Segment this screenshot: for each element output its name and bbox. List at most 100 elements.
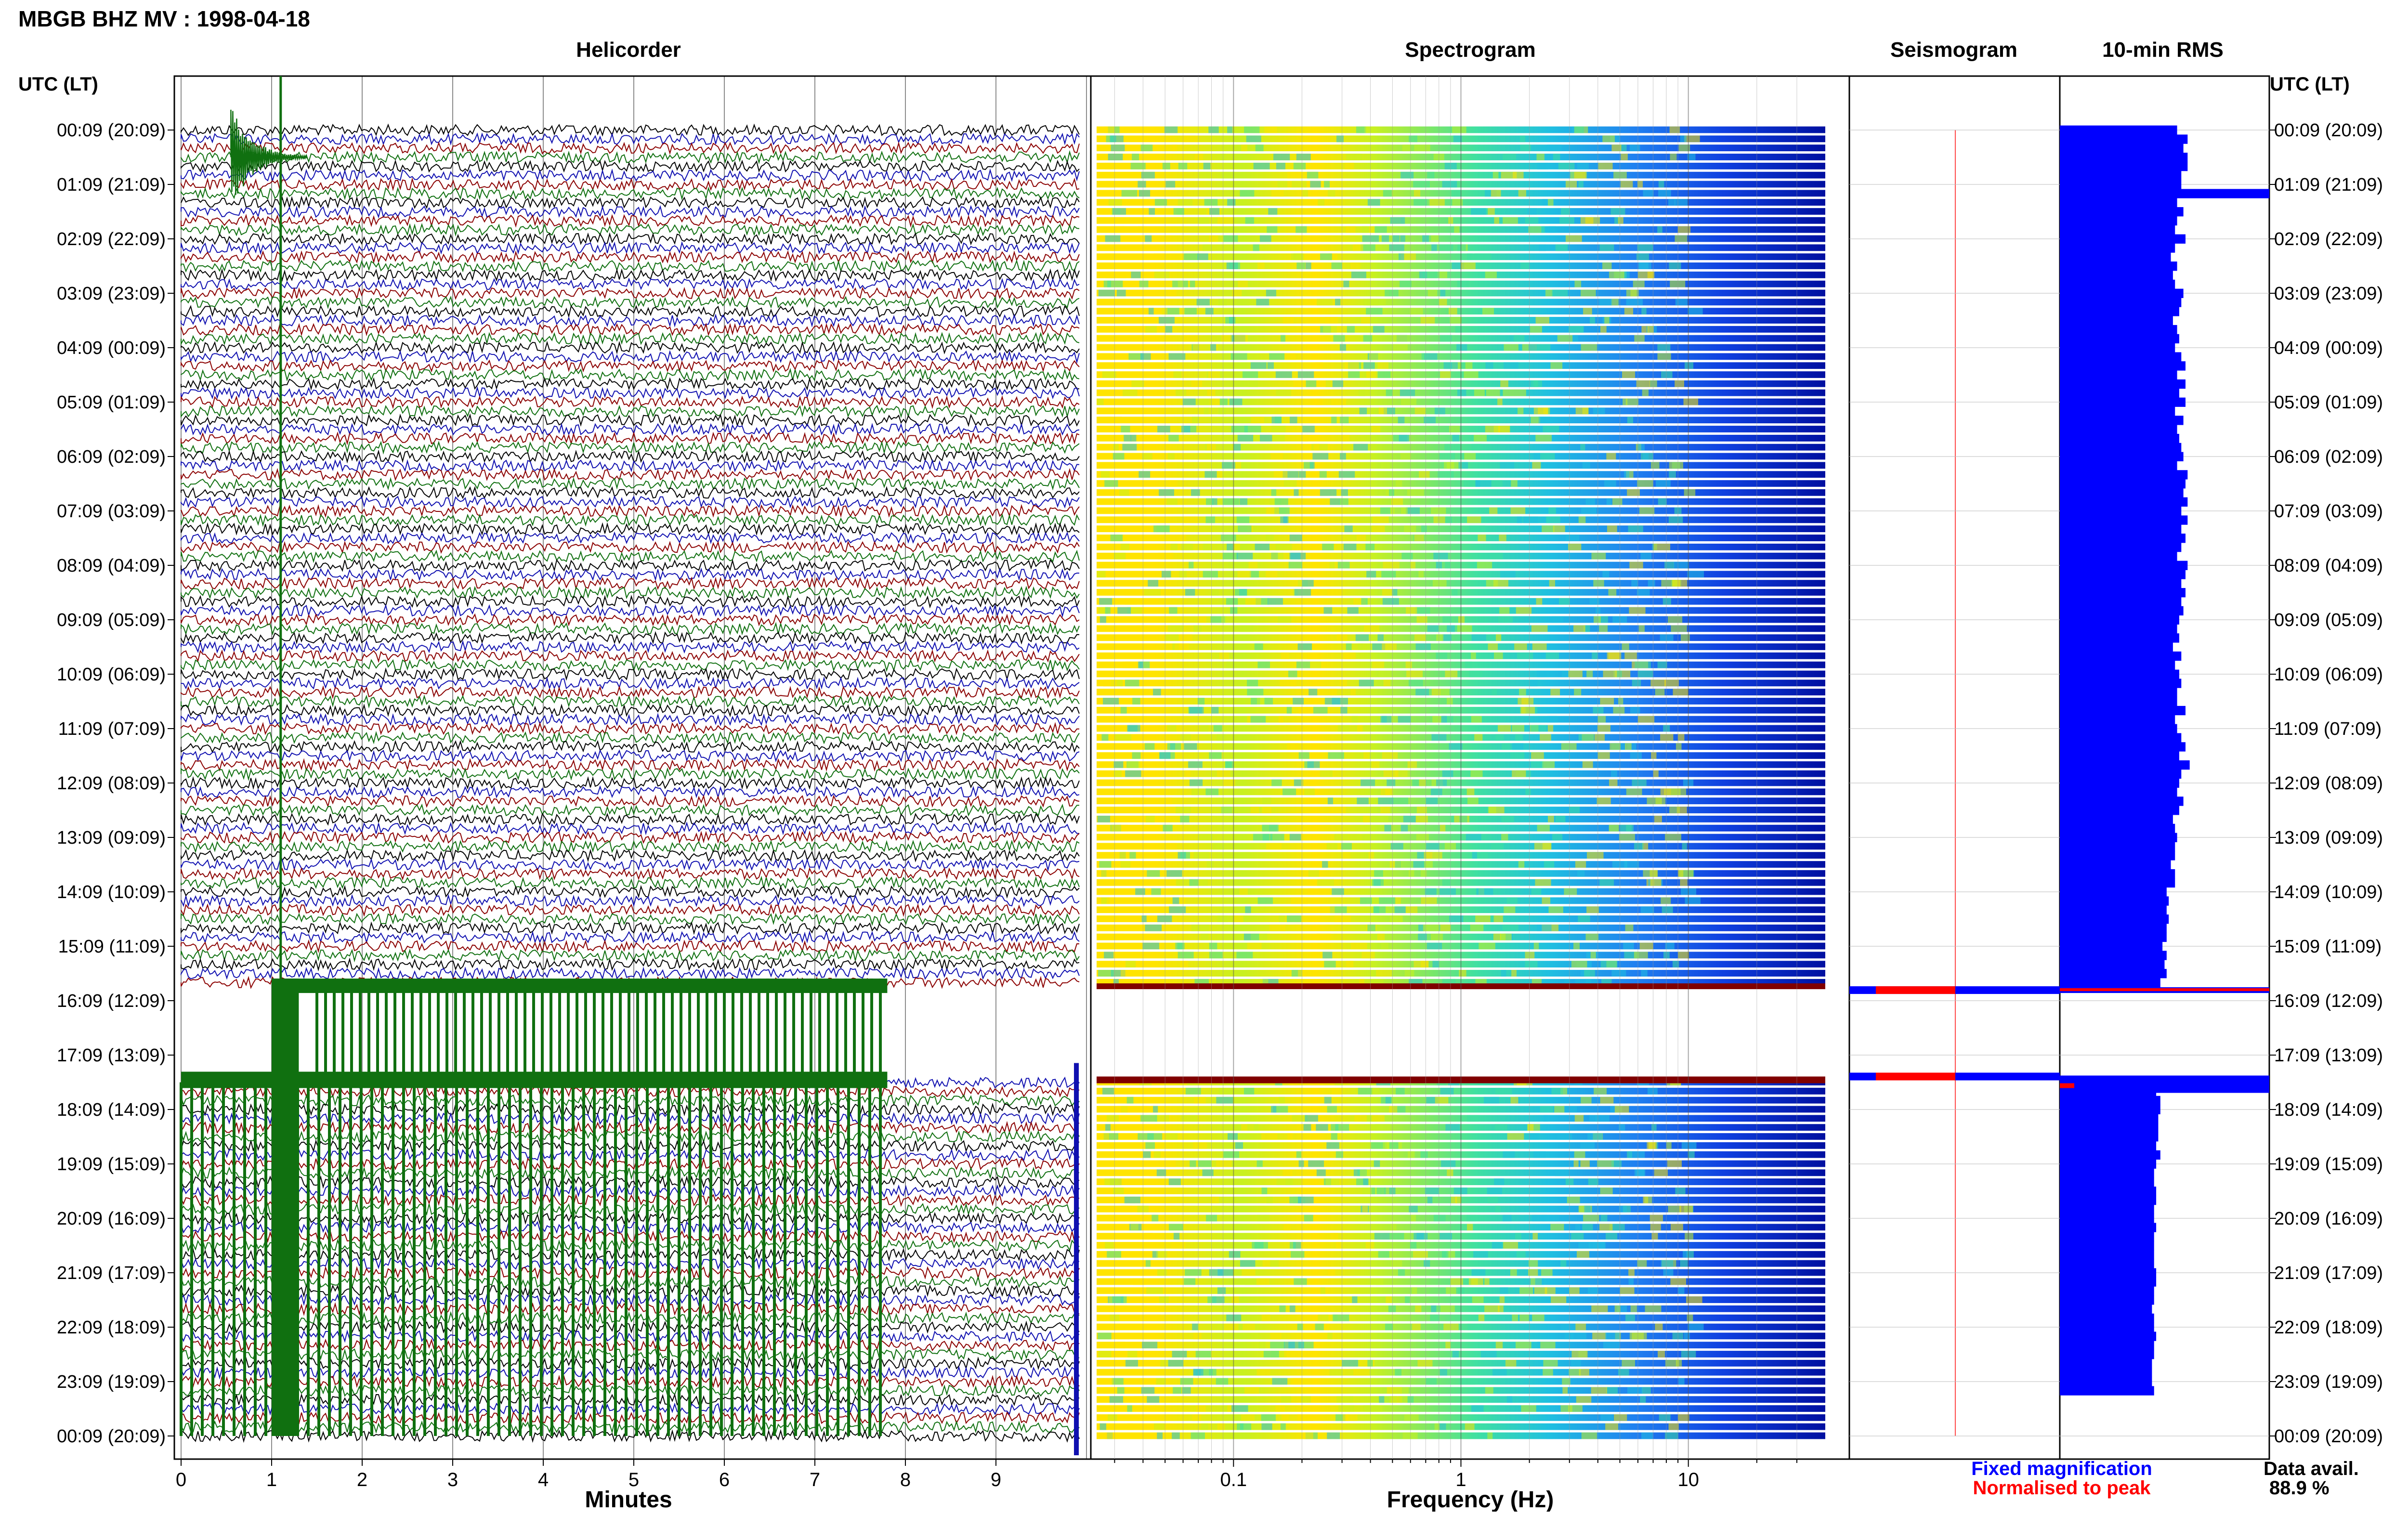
spectrogram-speckle (1638, 444, 1645, 451)
spectrogram-speckle (1299, 706, 1312, 714)
rms-bar (2060, 1195, 2157, 1205)
spectrogram-speckle (1585, 498, 1595, 505)
spectrogram-speckle (1594, 734, 1605, 741)
spectrogram-speckle (1641, 970, 1648, 977)
spectrogram-speckle (1145, 1142, 1155, 1149)
spectrogram-speckle (1262, 797, 1271, 805)
helicorder-trace (181, 422, 1080, 436)
spectrogram-speckle (1156, 1378, 1166, 1385)
spectrogram-speckle (1111, 824, 1128, 832)
spectrogram-speckle (1290, 1251, 1305, 1258)
data-availability-value: 88.9 % (2269, 1477, 2329, 1499)
rms-bar (2060, 705, 2186, 716)
spectrogram-speckle (1335, 1242, 1341, 1249)
rms-bar (2060, 161, 2188, 171)
spectrogram-speckle (1589, 1115, 1597, 1122)
spectrogram-speckle (1685, 897, 1701, 904)
spectrogram-speckle (1117, 1106, 1130, 1113)
spectrogram-speckle (1620, 181, 1633, 188)
spectrogram-speckle (1664, 679, 1679, 687)
spectrogram-speckle (1464, 453, 1476, 460)
spectrogram-speckle (1386, 389, 1393, 396)
helicorder-x-tick-label: 1 (266, 1469, 277, 1490)
spectrogram-speckle (1280, 1423, 1286, 1430)
spectrogram-speckle (1577, 162, 1589, 170)
rms-bar (2060, 270, 2173, 280)
spectrogram-speckle (1369, 226, 1374, 233)
rms-bar (2060, 1368, 2152, 1378)
spectrogram-speckle (1363, 815, 1370, 822)
spectrogram-speckle (1538, 407, 1548, 415)
rms-bar (2060, 833, 2177, 842)
row-label-right: 00:09 (20:09) (2274, 1426, 2383, 1447)
rms-bar (2060, 823, 2175, 834)
spectrogram-speckle (1678, 144, 1690, 152)
spectrogram-speckle (1144, 589, 1161, 596)
helicorder-trace (181, 486, 1080, 500)
rms-bar (2060, 905, 2167, 915)
spectrogram-speckle (1178, 199, 1193, 206)
row-label-right: 04:09 (00:09) (2274, 338, 2383, 358)
row-label-right: 21:09 (17:09) (2274, 1263, 2383, 1283)
spectrogram-speckle (1272, 434, 1285, 442)
spectrogram-speckle (1127, 761, 1140, 768)
helicorder-trace (181, 875, 1080, 890)
spectrogram-speckle (1098, 289, 1115, 297)
spectrogram-speckle (1320, 906, 1335, 914)
spectrogram-speckle (1448, 308, 1457, 315)
spectrogram-speckle (1531, 625, 1548, 632)
spectrogram-speckle (1592, 652, 1598, 659)
spectrogram-speckle (1185, 770, 1191, 777)
rms-bar (2060, 1123, 2159, 1133)
helicorder-trace (181, 350, 1080, 364)
rms-bar (2060, 1341, 2154, 1350)
spectrogram-speckle (1180, 852, 1190, 859)
spectrogram-speckle (1305, 262, 1311, 269)
spectrogram-speckle (1378, 1251, 1389, 1258)
spectrogram-speckle (1675, 299, 1688, 306)
rms-bar (2060, 1377, 2152, 1386)
spectrogram-speckle (1184, 1278, 1196, 1285)
spectrogram-speckle (1283, 1169, 1293, 1176)
spectrogram-speckle (1115, 734, 1132, 741)
spectrogram-speckle (1355, 634, 1369, 641)
rms-bar (2060, 515, 2188, 525)
rms-bar (2060, 1277, 2157, 1287)
helicorder-trace (181, 232, 1080, 246)
spectrogram-speckle (1670, 154, 1677, 160)
spectrogram-speckle (1671, 1224, 1683, 1231)
spectrogram-speckle (1629, 607, 1646, 614)
spectrogram-speckle (1532, 1214, 1547, 1222)
spectrogram-speckle (1449, 743, 1463, 750)
rms-bar (2060, 806, 2179, 815)
spectrogram-speckle (1495, 734, 1504, 741)
spectrogram-speckle (1144, 743, 1155, 750)
spectrogram-speckle (1416, 834, 1429, 841)
spectrogram-speckle (1488, 643, 1498, 650)
spectrogram-speckle (1209, 235, 1218, 242)
spectrogram-speckle (1261, 1188, 1268, 1194)
spectrogram-speckle (1376, 970, 1392, 977)
spectrogram-speckle (1400, 253, 1416, 261)
rms-bar (2060, 388, 2179, 398)
spectrogram-speckle (1600, 1096, 1614, 1104)
spectrogram-speckle (1213, 725, 1222, 732)
spectrogram-speckle (1338, 1405, 1355, 1412)
spectrogram-speckle (1246, 135, 1261, 143)
spectrogram-speckle (1680, 135, 1687, 143)
spectrogram-speckle (1540, 1342, 1556, 1349)
spectrogram-speckle (1584, 1205, 1591, 1213)
spectrogram-speckle (1605, 1332, 1620, 1340)
spectrogram-speckle (1327, 589, 1343, 596)
spectrogram-speckle (1662, 598, 1671, 605)
spectrogram-speckle (1442, 1251, 1449, 1258)
spectrogram-speckle (1383, 679, 1391, 687)
legend-normalised-to-peak: Normalised to peak (1973, 1477, 2151, 1499)
spectrogram-speckle (1138, 226, 1145, 233)
spectrogram-speckle (1110, 535, 1123, 541)
spectrogram-speckle (1649, 1214, 1663, 1222)
spectrogram-speckle (1391, 498, 1403, 505)
spectrogram-speckle (1555, 1169, 1569, 1176)
spectrogram-speckle (1497, 398, 1503, 405)
spectrogram-speckle (1624, 652, 1637, 659)
